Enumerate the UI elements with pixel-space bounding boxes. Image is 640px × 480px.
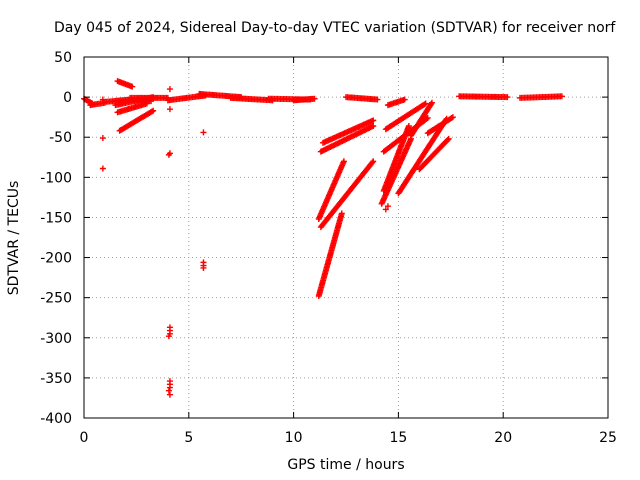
y-tick-label: 0 [63, 90, 72, 106]
data-point [558, 93, 565, 100]
data-point [374, 96, 381, 103]
x-axis-ticks: 0 5 10 15 20 25 [80, 57, 617, 446]
data-point [405, 122, 412, 129]
data-point [384, 203, 391, 210]
x-tick-label: 20 [494, 430, 512, 446]
data-point [148, 108, 155, 115]
data-point [338, 210, 345, 217]
data-point [165, 387, 172, 394]
y-tick-label: -300 [40, 331, 72, 347]
data-point [166, 384, 173, 391]
y-tick-label: -50 [49, 130, 72, 146]
data-point [444, 136, 451, 143]
data-point [311, 95, 318, 102]
data-point [340, 158, 347, 165]
data-point [421, 101, 428, 108]
data-point [200, 129, 207, 136]
y-axis-label: SDTVAR / TECUs [6, 181, 22, 296]
data-point [129, 83, 136, 90]
grid-lines [84, 57, 608, 418]
data-point [448, 114, 455, 121]
data-point [370, 158, 377, 165]
data-point [200, 264, 207, 271]
data-points [81, 78, 565, 398]
data-point [445, 135, 452, 142]
x-tick-label: 10 [285, 430, 303, 446]
data-point [424, 114, 431, 121]
data-point [428, 99, 435, 106]
data-point [382, 206, 389, 213]
y-tick-label: 50 [54, 50, 72, 66]
data-point [401, 96, 408, 103]
y-tick-label: -350 [40, 371, 72, 387]
data-point [150, 107, 157, 114]
data-point [165, 333, 172, 340]
data-point [369, 159, 376, 166]
y-tick-label: -200 [40, 251, 72, 267]
y-tick-label: -150 [40, 210, 72, 226]
data-point [504, 94, 511, 101]
data-point [166, 106, 173, 113]
data-point [99, 135, 106, 142]
data-point [148, 98, 155, 105]
y-axis-ticks: 50 0 -50 -100 -150 -200 -250 -300 -350 -400 [40, 50, 608, 427]
data-point [449, 114, 456, 121]
data-point [370, 122, 377, 129]
y-tick-label: -100 [40, 170, 72, 186]
data-point [99, 165, 106, 172]
data-point [99, 96, 106, 103]
data-point [166, 86, 173, 93]
x-tick-label: 25 [599, 430, 617, 446]
x-tick-label: 5 [184, 430, 193, 446]
data-point [166, 391, 173, 398]
x-tick-label: 15 [389, 430, 407, 446]
chart-title: Day 045 of 2024, Sidereal Day-to-day VTE… [54, 20, 616, 36]
x-tick-label: 0 [80, 430, 89, 446]
data-point [370, 117, 377, 124]
data-point [165, 151, 172, 158]
data-point [422, 100, 429, 107]
data-point [428, 100, 435, 107]
x-axis-label: GPS time / hours [287, 457, 404, 473]
y-tick-label: -250 [40, 291, 72, 307]
y-tick-label: -400 [40, 411, 72, 427]
plot-frame [83, 56, 609, 419]
